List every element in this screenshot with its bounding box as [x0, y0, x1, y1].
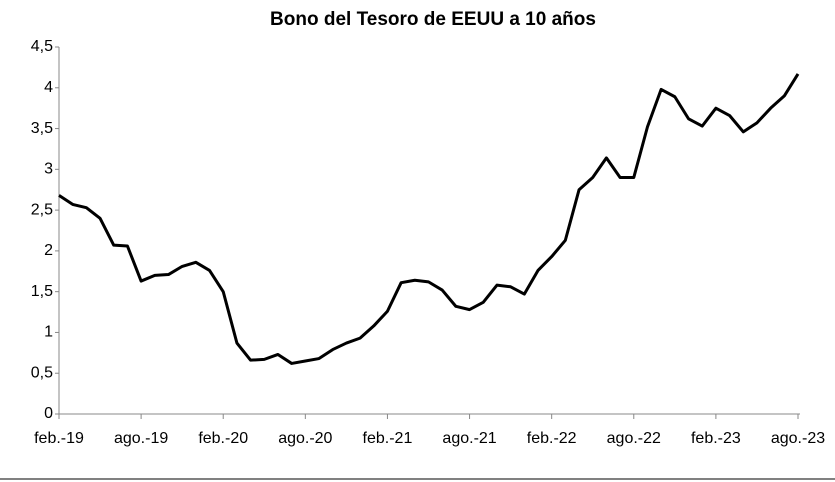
y-tick-label: 2 — [44, 242, 53, 259]
y-tick-label: 4,5 — [31, 38, 53, 55]
y-tick-label: 1,5 — [31, 283, 53, 300]
y-tick-label: 0 — [44, 405, 53, 422]
x-tick-label: ago.-23 — [771, 430, 825, 447]
y-tick-label: 0,5 — [31, 364, 53, 381]
x-tick-label: ago.-19 — [114, 430, 168, 447]
y-tick-label: 3 — [44, 161, 53, 178]
y-tick-label: 1 — [44, 324, 53, 341]
chart-title: Bono del Tesoro de EEUU a 10 años — [270, 9, 596, 30]
x-tick-label: ago.-22 — [607, 430, 661, 447]
x-tick-label: feb.-19 — [34, 430, 84, 447]
x-tick-label: ago.-21 — [442, 430, 496, 447]
x-tick-label: feb.-23 — [691, 430, 741, 447]
y-tick-label: 4 — [44, 79, 53, 96]
x-tick-label: ago.-20 — [278, 430, 332, 447]
x-tick-label: feb.-21 — [363, 430, 413, 447]
line-series — [58, 73, 800, 365]
y-tick-label: 3,5 — [31, 120, 53, 137]
x-tick-label: feb.-20 — [198, 430, 248, 447]
y-tick-label: 2,5 — [31, 201, 53, 218]
x-tick-label: feb.-22 — [527, 430, 577, 447]
